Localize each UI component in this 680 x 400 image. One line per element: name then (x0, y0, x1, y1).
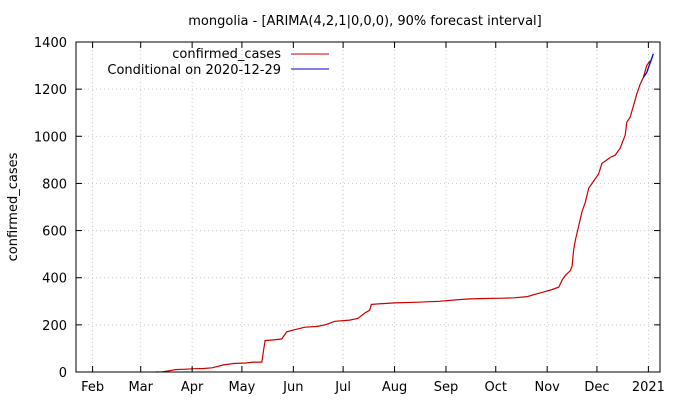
y-tick-label: 1200 (34, 83, 67, 98)
y-axis-label: confirmed_cases (6, 152, 21, 261)
y-tick-label: 0 (59, 366, 67, 381)
legend-label-confirmed-cases: confirmed_cases (172, 47, 281, 62)
x-tick-label: Sep (434, 380, 459, 395)
y-tick-label: 200 (42, 319, 67, 334)
x-axis: Feb Mar Apr May Jun Jul Aug Sep Oct Nov Dec 2021 (81, 42, 665, 395)
forecast-interval-band (643, 49, 654, 78)
x-tick-label: Dec (584, 380, 609, 395)
x-tick-label: 2021 (632, 380, 665, 395)
plot-frame (75, 41, 661, 373)
series-line-1 (642, 53, 654, 78)
x-tick-label: Oct (485, 380, 507, 395)
x-tick-label: Jul (334, 380, 351, 395)
y-axis: 0 200 400 600 800 1000 1200 1400 (34, 36, 660, 381)
y-tick-label: 400 (42, 272, 67, 287)
x-tick-label: Jun (282, 380, 303, 395)
legend-label-conditional: Conditional on 2020-12-29 (107, 63, 281, 78)
x-tick-label: Apr (181, 380, 204, 395)
legend: confirmed_cases Conditional on 2020-12-2… (107, 47, 329, 78)
x-tick-label: Nov (534, 380, 560, 395)
y-tick-label: 1400 (34, 36, 67, 51)
x-tick-label: May (228, 380, 255, 395)
y-tick-label: 600 (42, 225, 67, 240)
forecast-interval-layer (643, 49, 654, 78)
series-line-0 (155, 60, 651, 373)
x-tick-label: Mar (128, 380, 153, 395)
chart-title: mongolia - [ARIMA(4,2,1|0,0,0), 90% fore… (188, 14, 541, 29)
x-tick-label: Feb (81, 380, 104, 395)
y-tick-label: 1000 (34, 130, 67, 145)
series-layer (155, 53, 654, 373)
gridlines (76, 42, 660, 372)
x-tick-label: Aug (382, 380, 407, 395)
y-tick-label: 800 (42, 177, 67, 192)
